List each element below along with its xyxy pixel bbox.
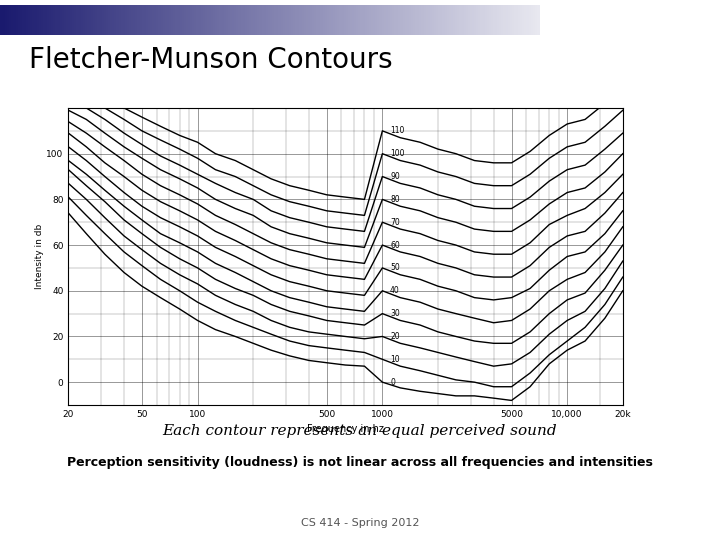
Text: Each contour represents an equal perceived sound: Each contour represents an equal perceiv… (163, 424, 557, 438)
Text: 30: 30 (390, 309, 400, 318)
Text: 60: 60 (390, 241, 400, 249)
Text: 100: 100 (390, 149, 405, 158)
Text: 50: 50 (390, 264, 400, 272)
Text: 10: 10 (390, 355, 400, 364)
Text: Perception sensitivity (loudness) is not linear across all frequencies and inten: Perception sensitivity (loudness) is not… (67, 456, 653, 469)
Text: 40: 40 (390, 286, 400, 295)
Text: CS 414 - Spring 2012: CS 414 - Spring 2012 (301, 518, 419, 529)
Text: 70: 70 (390, 218, 400, 227)
Text: 80: 80 (390, 195, 400, 204)
Text: Fletcher-Munson Contours: Fletcher-Munson Contours (29, 46, 392, 74)
Text: 0: 0 (390, 377, 395, 387)
Y-axis label: Intensity in db: Intensity in db (35, 224, 43, 289)
Text: 90: 90 (390, 172, 400, 181)
Text: 110: 110 (390, 126, 405, 136)
Text: 20: 20 (390, 332, 400, 341)
X-axis label: Frequency in hz: Frequency in hz (307, 424, 384, 434)
